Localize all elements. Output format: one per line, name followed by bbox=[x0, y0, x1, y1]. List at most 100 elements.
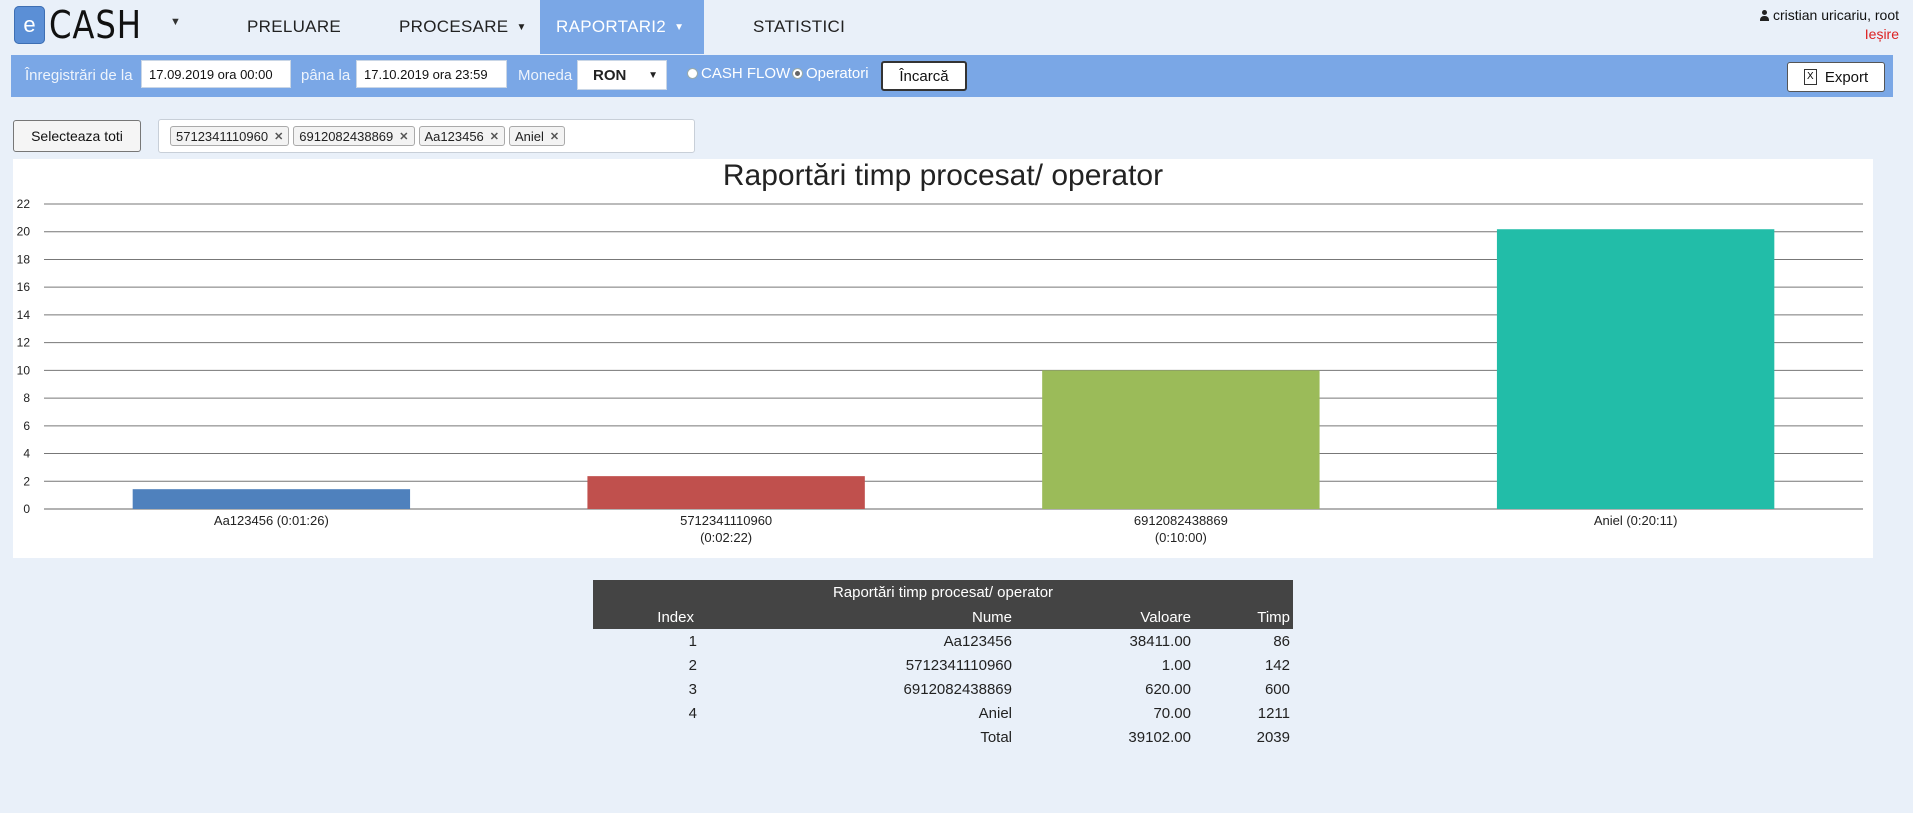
bar bbox=[1496, 229, 1775, 509]
from-label: Înregistrări de la bbox=[25, 67, 133, 84]
logout-link[interactable]: Ieșire bbox=[1864, 26, 1899, 42]
nav-preluare-label: PRELUARE bbox=[247, 17, 342, 36]
cell-valoare: 620.00 bbox=[1145, 680, 1191, 698]
ecash-logo[interactable]: e CASH bbox=[14, 3, 158, 47]
operator-tag-label: 6912082438869 bbox=[299, 128, 394, 144]
cell-index-empty bbox=[593, 725, 697, 749]
chevron-down-icon: ▼ bbox=[648, 69, 658, 81]
user-name: cristian uricariu, root bbox=[1772, 7, 1899, 23]
y-tick-label: 4 bbox=[23, 447, 30, 461]
nav-procesare-label: PROCESARE bbox=[399, 17, 509, 36]
cell-nume: 6912082438869 bbox=[903, 680, 1012, 698]
remove-tag-icon[interactable]: ✕ bbox=[489, 130, 499, 143]
filter-bar: Înregistrări de la 17.09.2019 ora 00:00 … bbox=[11, 55, 1893, 97]
cell-nume: 5712341110960 bbox=[905, 656, 1012, 674]
x-tick-label: (0:10:00) bbox=[1155, 530, 1207, 545]
radio-cashflow-dot[interactable] bbox=[687, 68, 698, 79]
table-row: 3 6912082438869 620.00 600 bbox=[593, 677, 1293, 701]
excel-file-icon: X bbox=[1803, 69, 1817, 85]
chevron-down-icon: ▼ bbox=[516, 21, 527, 33]
header-index: Index bbox=[593, 605, 697, 629]
bar bbox=[587, 476, 865, 509]
y-tick-label: 20 bbox=[17, 225, 31, 239]
header-timp: Timp bbox=[1194, 605, 1293, 629]
radio-operatori[interactable]: Operatori bbox=[792, 65, 869, 82]
cell-index: 4 bbox=[688, 704, 697, 722]
cell-timp: 142 bbox=[1264, 656, 1290, 674]
currency-label: Moneda bbox=[518, 67, 573, 84]
top-navbar: e CASH ▼ PRELUARE PROCESARE ▼ RAPORTARI2… bbox=[0, 0, 1913, 54]
header-valoare: Valoare bbox=[1015, 605, 1194, 629]
x-tick-label: Aniel (0:20:11) bbox=[1594, 513, 1678, 528]
y-tick-label: 12 bbox=[17, 336, 31, 350]
remove-tag-icon[interactable]: ✕ bbox=[274, 130, 284, 143]
from-date-field[interactable]: 17.09.2019 ora 00:00 bbox=[141, 60, 291, 88]
table-caption-row: Raportări timp procesat/ operator bbox=[593, 580, 1293, 605]
cell-valoare: 1.00 bbox=[1161, 656, 1191, 674]
table-row: 4 Aniel 70.00 1211 bbox=[593, 701, 1293, 725]
cell-timp: 600 bbox=[1264, 680, 1290, 698]
nav-raportari2[interactable]: RAPORTARI2 ▼ bbox=[540, 0, 704, 54]
cell-timp: 86 bbox=[1273, 632, 1290, 650]
user-icon bbox=[1759, 10, 1769, 21]
chevron-down-icon: ▼ bbox=[674, 21, 685, 33]
x-tick-label: Aa123456 (0:01:26) bbox=[214, 513, 329, 528]
y-tick-label: 0 bbox=[23, 502, 30, 516]
radio-cashflow-label: CASH FLOW bbox=[701, 65, 791, 82]
operator-tag-label: Aniel bbox=[515, 128, 544, 144]
cell-valoare: 38411.00 bbox=[1129, 632, 1191, 650]
operator-tag-label: 5712341110960 bbox=[176, 128, 269, 144]
chart-panel: Raportări timp procesat/ operator 0 2 4 6 8 1… bbox=[13, 159, 1873, 558]
y-tick-label: 18 bbox=[17, 252, 31, 266]
total-label: Total bbox=[980, 728, 1012, 746]
cell-nume: Aniel bbox=[978, 704, 1012, 722]
user-info: cristian uricariu, root Ieșire bbox=[1759, 7, 1899, 42]
cell-index: 3 bbox=[688, 680, 697, 698]
y-tick-label: 2 bbox=[23, 474, 30, 488]
to-date-field[interactable]: 17.10.2019 ora 23:59 bbox=[356, 60, 507, 88]
table-header-row: Index Nume Valoare Timp bbox=[593, 605, 1293, 629]
cell-timp: 1211 bbox=[1257, 704, 1290, 722]
x-tick-label: (0:02:22) bbox=[700, 530, 752, 545]
cell-index: 2 bbox=[688, 656, 697, 674]
nav-raportari2-label: RAPORTARI2 bbox=[556, 17, 667, 36]
remove-tag-icon[interactable]: ✕ bbox=[399, 130, 409, 143]
cell-index: 1 bbox=[688, 632, 697, 650]
operator-tag-label: Aa123456 bbox=[424, 128, 484, 144]
radio-operatori-dot[interactable] bbox=[792, 68, 803, 79]
remove-tag-icon[interactable]: ✕ bbox=[549, 130, 560, 143]
nav-preluare[interactable]: PRELUARE bbox=[247, 0, 341, 54]
operator-tag: Aa123456 ✕ bbox=[418, 126, 505, 146]
bar-chart: Raportări timp procesat/ operator 0 2 4 6 8 1… bbox=[17, 159, 1863, 545]
currency-select[interactable]: RON ▼ bbox=[577, 60, 667, 90]
bar bbox=[1042, 370, 1320, 509]
select-all-button[interactable]: Selecteaza toti bbox=[13, 120, 141, 152]
nav-statistici-label: STATISTICI bbox=[753, 17, 846, 36]
y-tick-label: 10 bbox=[17, 363, 31, 377]
nav-statistici[interactable]: STATISTICI bbox=[753, 0, 845, 54]
operator-tag: 6912082438869 ✕ bbox=[293, 126, 415, 146]
x-tick-label: 6912082438869 bbox=[1134, 513, 1228, 528]
y-tick-label: 16 bbox=[17, 280, 31, 294]
y-tick-label: 22 bbox=[17, 197, 31, 211]
logo-text: CASH bbox=[49, 3, 142, 47]
table-caption: Raportări timp procesat/ operator bbox=[593, 580, 1293, 605]
total-valoare: 39102.00 bbox=[1128, 728, 1191, 746]
app-menu-caret-icon[interactable]: ▼ bbox=[170, 16, 181, 28]
operator-multiselect[interactable]: 5712341110960 ✕ 6912082438869 ✕ Aa123456… bbox=[158, 119, 695, 153]
table-row: 2 5712341110960 1.00 142 bbox=[593, 653, 1293, 677]
radio-cashflow[interactable]: CASH FLOW bbox=[687, 65, 790, 82]
bar bbox=[132, 489, 411, 509]
currency-value: RON bbox=[593, 66, 627, 84]
logo-e-badge: e bbox=[14, 6, 45, 44]
table-total-row: Total 39102.00 2039 bbox=[593, 725, 1293, 749]
operator-tag: Aniel ✕ bbox=[509, 126, 566, 146]
nav-procesare[interactable]: PROCESARE ▼ bbox=[399, 0, 527, 54]
y-tick-label: 6 bbox=[23, 419, 30, 433]
header-nume: Nume bbox=[697, 605, 1015, 629]
export-button[interactable]: X Export bbox=[1787, 62, 1885, 92]
cell-nume: Aa123456 bbox=[943, 632, 1012, 650]
load-button[interactable]: Încarcă bbox=[881, 61, 967, 91]
table-row: 1 Aa123456 38411.00 86 bbox=[593, 629, 1293, 653]
export-label: Export bbox=[1824, 68, 1869, 86]
